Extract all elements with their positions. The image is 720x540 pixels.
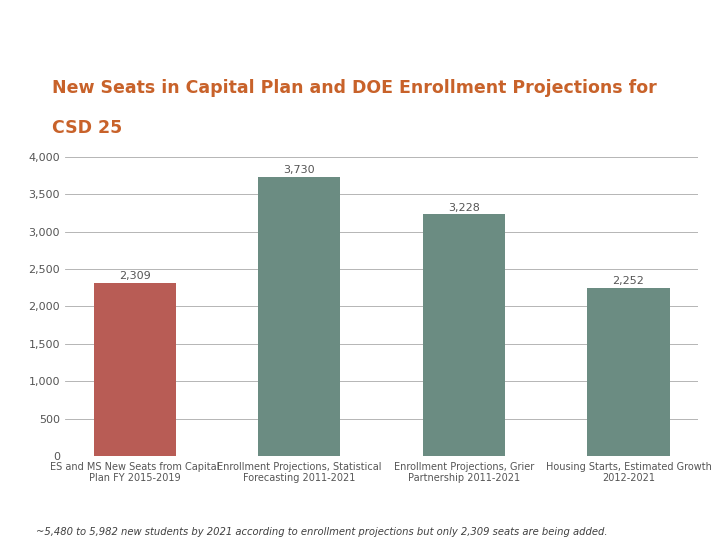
Text: 3,730: 3,730 (284, 165, 315, 175)
Text: 2,309: 2,309 (119, 272, 150, 281)
Bar (588, 288, 670, 456)
Bar (94, 284, 176, 456)
Text: CSD 25: CSD 25 (53, 119, 122, 137)
Text: 3,228: 3,228 (448, 202, 480, 213)
Bar (258, 177, 341, 456)
Text: New Seats in Capital Plan and DOE Enrollment Projections for: New Seats in Capital Plan and DOE Enroll… (53, 79, 657, 97)
Bar (423, 214, 505, 456)
Text: 2,252: 2,252 (613, 276, 644, 286)
Text: ~5,480 to 5,982 new students by 2021 according to enrollment projections but onl: ~5,480 to 5,982 new students by 2021 acc… (36, 527, 608, 537)
